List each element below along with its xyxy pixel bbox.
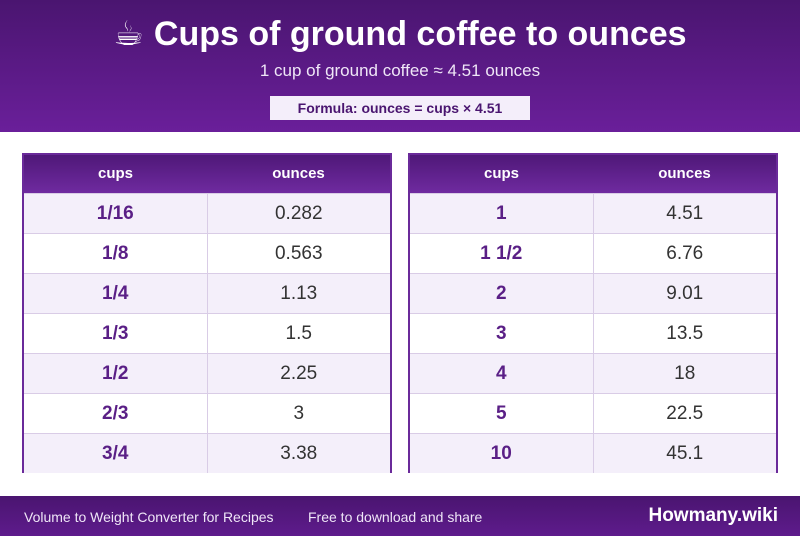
table-row: 1/2 2.25 [24, 353, 390, 393]
table-body: 1 4.51 1 1/2 6.76 2 9.01 3 13.5 4 18 5 22.5 10… [410, 193, 776, 473]
coffee-cup-icon: ☕ [113, 14, 144, 54]
cups-cell: 2 [410, 274, 594, 313]
cups-cell: 2/3 [24, 394, 208, 433]
cups-cell: 1 1/2 [410, 234, 594, 273]
table-row: 10 45.1 [410, 433, 776, 473]
table-row: 1/3 1.5 [24, 313, 390, 353]
cups-cell: 1 [410, 194, 594, 233]
conversion-table-right: cups ounces 1 4.51 1 1/2 6.76 2 9.01 3 13.5 … [408, 153, 778, 473]
ounces-cell: 18 [674, 363, 696, 384]
ounces-cell: 0.282 [274, 203, 323, 224]
table-row: 1/16 0.282 [24, 193, 390, 233]
page-title-text: Cups of ground coffee to ounces [153, 15, 687, 53]
table-body: 1/16 0.282 1/8 0.563 1/4 1.13 1/3 1.5 1/2 2.2… [24, 193, 390, 473]
table-row: 5 22.5 [410, 393, 776, 433]
page-subtitle: 1 cup of ground coffee ≈ 4.51 ounces [259, 61, 541, 80]
column-header-ounces: ounces [658, 165, 711, 182]
table-row: 2/3 3 [24, 393, 390, 433]
table-row: 2 9.01 [410, 273, 776, 313]
formula-badge: Formula: ounces = cups × 4.51 [270, 96, 530, 120]
table-row: 1 1/2 6.76 [410, 233, 776, 273]
ounces-cell: 3.38 [280, 443, 318, 464]
ounces-cell: 9.01 [666, 283, 704, 304]
table-row: 1/8 0.563 [24, 233, 390, 273]
cups-cell: 4 [410, 354, 594, 393]
cups-cell: 3/4 [24, 434, 208, 473]
column-header-cups: cups [97, 165, 133, 182]
cups-cell: 3 [410, 314, 594, 353]
cups-cell: 1/4 [24, 274, 208, 313]
table-row: 4 18 [410, 353, 776, 393]
table-header: cups ounces [24, 155, 390, 193]
table-row: 1 4.51 [410, 193, 776, 233]
brand-logo-text: Howmany.wiki [648, 505, 778, 526]
cups-cell: 1/16 [24, 194, 208, 233]
table-header: cups ounces [410, 155, 776, 193]
ounces-cell: 1.5 [285, 323, 312, 344]
cups-cell: 5 [410, 394, 594, 433]
cups-cell: 1/8 [24, 234, 208, 273]
page-title: ☕ Cups of ground coffee to ounces [0, 14, 800, 54]
footer-share-text: Free to download and share [308, 509, 483, 525]
column-header-cups: cups [483, 165, 519, 182]
table-row: 3 13.5 [410, 313, 776, 353]
conversion-table-left: cups ounces 1/16 0.282 1/8 0.563 1/4 1.13 1… [22, 153, 392, 473]
ounces-cell: 3 [293, 403, 305, 424]
cups-cell: 1/2 [24, 354, 208, 393]
cups-cell: 10 [410, 434, 594, 473]
ounces-cell: 22.5 [666, 403, 704, 424]
ounces-cell: 1.13 [280, 283, 318, 304]
ounces-cell: 4.51 [666, 203, 704, 224]
footer-converter-text: Volume to Weight Converter for Recipes [24, 509, 274, 525]
ounces-cell: 13.5 [666, 323, 704, 344]
column-header-ounces: ounces [272, 165, 325, 182]
ounces-cell: 0.563 [274, 243, 323, 264]
cups-cell: 1/3 [24, 314, 208, 353]
table-row: 1/4 1.13 [24, 273, 390, 313]
ounces-cell: 6.76 [666, 243, 704, 264]
ounces-cell: 45.1 [666, 443, 704, 464]
ounces-cell: 2.25 [280, 363, 318, 384]
table-row: 3/4 3.38 [24, 433, 390, 473]
footer-bar: Volume to Weight Converter for Recipes F… [0, 496, 800, 536]
header-banner: ☕ Cups of ground coffee to ounces 1 cup o… [0, 0, 800, 132]
